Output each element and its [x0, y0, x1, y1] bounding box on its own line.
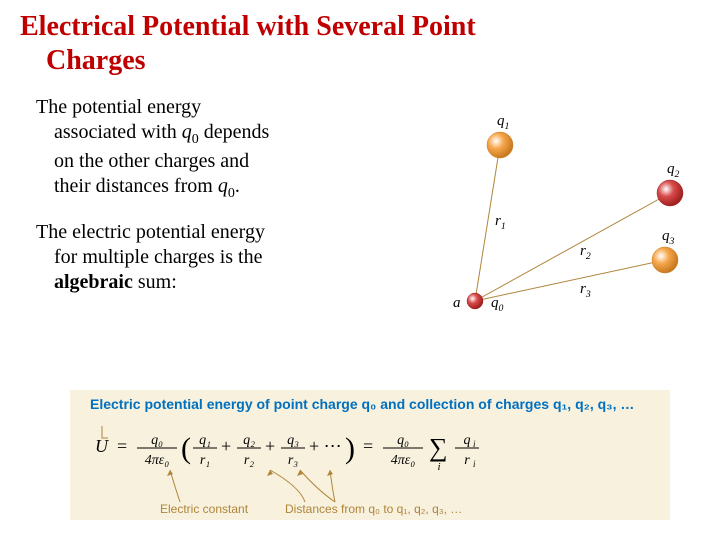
p2-l2: for multiple charges is the	[54, 246, 262, 268]
p1-l2a: associated with	[54, 121, 182, 143]
svg-text:a: a	[453, 295, 461, 311]
paragraph-1: The potential energy associated with q0 …	[0, 77, 350, 202]
svg-text:r2: r2	[580, 243, 591, 262]
p2-l3a: algebraic	[54, 271, 133, 293]
p1-l1: The potential energy	[36, 96, 201, 118]
svg-text:r3: r3	[580, 281, 591, 300]
paragraph-2: The electric potential energy for multip…	[0, 202, 350, 295]
formula-box: Electric potential energy of point charg…	[70, 390, 670, 520]
p1-q0-sub: 0	[192, 132, 199, 147]
p1-l4a: their distances from	[54, 175, 218, 197]
p1-l3: on the other charges and	[54, 150, 249, 172]
title-line1: Electrical Potential with Several Point	[20, 11, 476, 42]
p1-l2c: depends	[199, 121, 270, 143]
slide-title: Electrical Potential with Several Point …	[0, 0, 720, 77]
svg-text:q2: q2	[667, 161, 680, 180]
p1-l4c: .	[235, 175, 240, 197]
p1-q0b-sub: 0	[228, 186, 235, 201]
p1-q0b: q	[218, 175, 228, 197]
title-line2: Charges	[20, 45, 146, 76]
svg-text:q0: q0	[491, 295, 504, 314]
svg-text:q3: q3	[662, 228, 675, 247]
charge-diagram: r1 r2 r3 q0 a q1 q2 q3	[395, 115, 695, 345]
svg-text:r1: r1	[495, 213, 506, 232]
p2-l1: The electric potential energy	[36, 221, 265, 243]
p2-l3b: sum:	[133, 271, 177, 293]
svg-text:q1: q1	[497, 115, 509, 132]
annot-arrows	[70, 390, 670, 520]
p1-q0: q	[182, 121, 192, 143]
